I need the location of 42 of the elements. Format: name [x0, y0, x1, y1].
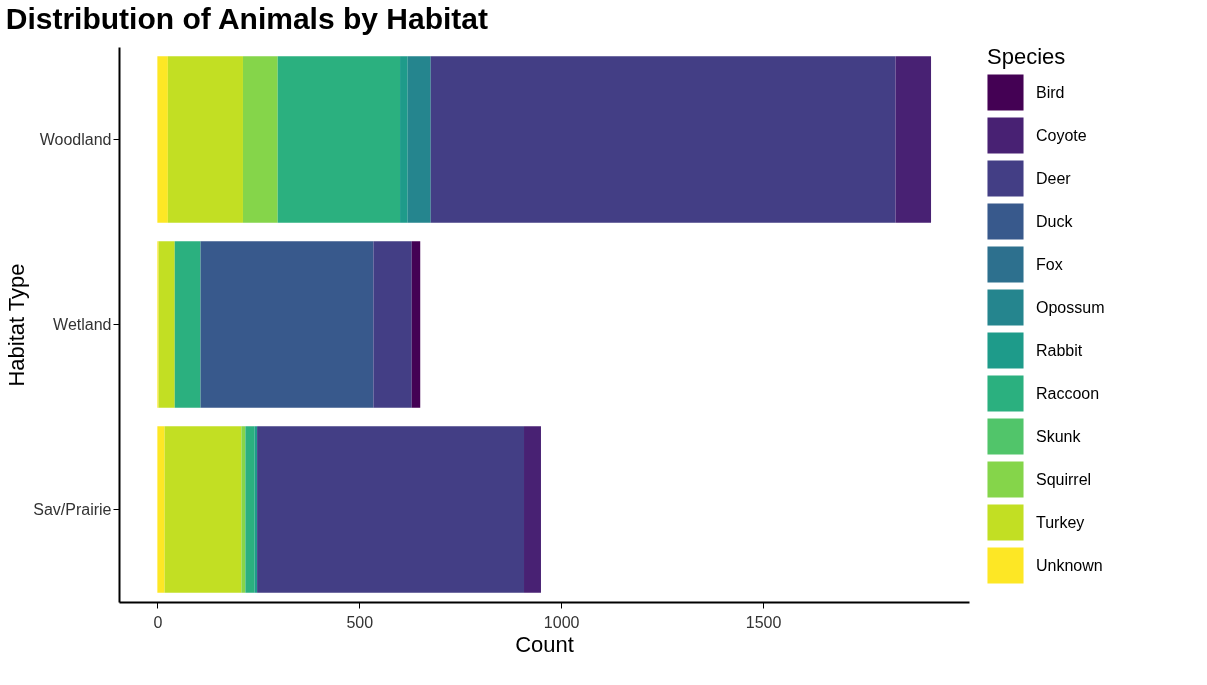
legend-title: Species: [987, 44, 1066, 69]
bar: [174, 241, 201, 408]
bar: [200, 241, 374, 408]
x-tick-label: 1000: [543, 613, 580, 631]
bar: [373, 241, 412, 408]
x-tick-label: 0: [153, 613, 163, 631]
y-tick-label: Sav/Prairie: [33, 500, 112, 518]
legend-label: Duck: [1036, 212, 1074, 230]
bar: [157, 56, 168, 223]
x-tick-label: 1500: [745, 613, 782, 631]
bar: [167, 56, 243, 223]
bar: [164, 426, 242, 593]
bar: [277, 56, 401, 223]
bar: [524, 426, 541, 593]
y-tick-label: Wetland: [53, 315, 112, 333]
y-axis-title: Habitat Type: [4, 263, 30, 387]
bar: [430, 56, 896, 223]
bar: [241, 426, 246, 593]
bar: [895, 56, 932, 223]
y-tick-label: Woodland: [39, 130, 112, 148]
legend-label: Unknown: [1036, 556, 1103, 574]
x-tick-label: 500: [346, 613, 374, 631]
bar: [257, 426, 525, 593]
legend-label: Coyote: [1036, 126, 1087, 144]
bar: [407, 56, 431, 223]
legend-label: Raccoon: [1036, 384, 1100, 402]
legend-label: Squirrel: [1036, 470, 1092, 488]
legend-label: Turkey: [1036, 513, 1085, 531]
bar: [400, 56, 408, 223]
legend-label: Opossum: [1036, 298, 1105, 316]
bar: [157, 426, 165, 593]
legend-label: Fox: [1036, 255, 1063, 273]
bar: [245, 426, 255, 593]
legend-label: Deer: [1036, 169, 1072, 187]
chart-title: Distribution of Animals by Habitat: [5, 2, 488, 35]
bar: [242, 56, 278, 223]
x-axis-title: Count: [515, 631, 574, 657]
bar: [411, 241, 421, 408]
legend-label: Rabbit: [1036, 341, 1083, 359]
bar: [158, 241, 175, 408]
legend-label: Skunk: [1036, 427, 1082, 445]
legend-label: Bird: [1036, 83, 1065, 101]
